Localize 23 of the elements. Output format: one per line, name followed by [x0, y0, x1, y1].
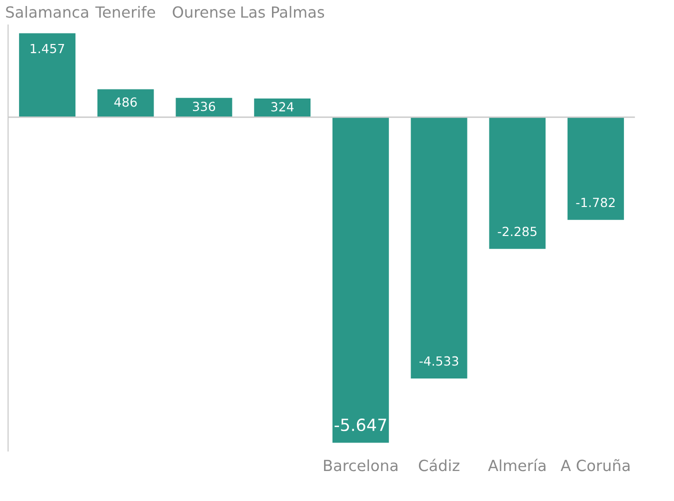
- bar: [410, 117, 468, 378]
- data-label: -5.647: [334, 418, 386, 432]
- bar: [332, 117, 389, 443]
- bar: [254, 98, 311, 118]
- x-tick-label: Tenerife: [95, 6, 156, 18]
- data-label: -2.285: [498, 226, 536, 236]
- data-label: 324: [271, 102, 294, 112]
- data-label: -1.782: [576, 198, 615, 208]
- x-tick-label: A Coruña: [560, 459, 630, 472]
- data-label: 336: [192, 102, 216, 112]
- bar: [97, 89, 154, 118]
- data-label: 1.457: [30, 44, 64, 54]
- data-label: -4.533: [419, 356, 458, 366]
- x-tick-label: Almería: [488, 458, 546, 472]
- x-tick-label: Salamanca: [6, 6, 88, 18]
- bar: [568, 117, 624, 220]
- bar: [19, 33, 76, 118]
- x-tick-label: Cádiz: [418, 458, 460, 472]
- x-tick-label: Ourense: [172, 6, 236, 18]
- x-tick-label: Las Palmas: [241, 6, 324, 18]
- x-tick-label: Barcelona: [324, 459, 398, 472]
- bar: [489, 117, 546, 249]
- data-label: 486: [114, 97, 137, 107]
